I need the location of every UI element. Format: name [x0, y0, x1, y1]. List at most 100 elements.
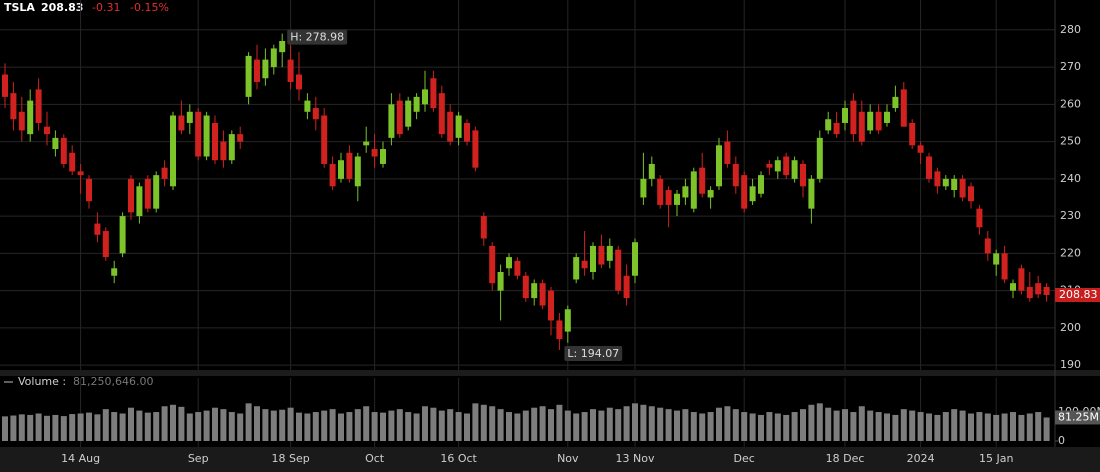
- candle-body: [237, 134, 244, 142]
- candle-body: [212, 122, 218, 161]
- candle-body: [270, 48, 277, 68]
- candle-body: [850, 100, 857, 135]
- candle-body: [77, 171, 84, 176]
- candle-body: [573, 257, 580, 280]
- candle-body: [35, 89, 42, 123]
- candle-body: [497, 272, 504, 291]
- x-tick-label: Sep: [188, 452, 209, 465]
- volume-bar: [800, 409, 806, 441]
- volume-bar: [44, 415, 50, 441]
- x-tick-label: Dec: [734, 452, 755, 465]
- pane-separator: [0, 370, 1100, 376]
- candle-body: [665, 190, 672, 205]
- candle-body: [774, 160, 781, 172]
- volume-bar: [472, 403, 479, 441]
- volume-bar: [430, 407, 437, 441]
- high-annotation-bg: [287, 29, 348, 45]
- candle-body: [380, 149, 386, 164]
- candle-body: [52, 137, 59, 150]
- volume-bar: [2, 416, 8, 441]
- volume-bar: [119, 413, 126, 441]
- volume-bar: [892, 414, 899, 441]
- candle-body: [245, 55, 252, 97]
- volume-bar: [758, 414, 764, 441]
- candle-body: [758, 175, 764, 194]
- volume-bar: [447, 409, 454, 441]
- volume-bar: [749, 413, 756, 441]
- volume-bar: [942, 412, 949, 441]
- candle-body: [346, 152, 353, 179]
- candle-body: [161, 167, 168, 179]
- volume-bar: [968, 413, 974, 441]
- volume-bar: [615, 409, 622, 441]
- volume-bar: [354, 409, 361, 441]
- volume-bar: [984, 413, 991, 441]
- candle-body: [942, 178, 949, 187]
- volume-bar: [640, 404, 647, 441]
- volume-bar: [564, 410, 571, 441]
- candle-body: [60, 137, 67, 164]
- candle-body: [170, 115, 176, 187]
- volume-bar: [270, 410, 277, 441]
- volume-bar: [808, 404, 815, 441]
- volume-bar: [951, 409, 958, 441]
- volume-bar: [816, 403, 823, 441]
- volume-bar: [1026, 413, 1033, 441]
- volume-bar: [598, 410, 605, 441]
- candle-body: [447, 111, 454, 142]
- candle-body: [86, 178, 92, 202]
- volume-bar: [346, 412, 353, 441]
- volume-bar: [203, 410, 210, 441]
- x-tick-label: 16 Oct: [440, 452, 477, 465]
- volume-title: Volume :: [18, 375, 66, 388]
- x-tick-label: 15 Jan: [979, 452, 1013, 465]
- volume-bar: [77, 413, 84, 441]
- candle-body: [842, 108, 848, 123]
- x-tick-label: 2024: [907, 452, 935, 465]
- volume-bar: [514, 413, 521, 441]
- candle-body: [615, 249, 622, 291]
- candle-body: [287, 59, 294, 82]
- volume-tick-label: 0: [1058, 434, 1065, 447]
- x-tick-label: 14 Aug: [61, 452, 100, 465]
- candle-body: [262, 59, 269, 79]
- volume-bar: [909, 410, 916, 441]
- volume-bar: [875, 412, 882, 441]
- volume-bar: [136, 410, 143, 441]
- candle-body: [892, 96, 899, 109]
- volume-bar: [304, 413, 311, 441]
- volume-bar: [178, 406, 185, 441]
- candle-body: [203, 115, 210, 157]
- candle-body: [363, 141, 370, 146]
- volume-bar: [690, 412, 697, 441]
- volume-bar: [665, 409, 672, 441]
- volume-bar: [455, 412, 462, 441]
- volume-bar: [497, 409, 504, 441]
- candle-body: [455, 115, 462, 138]
- volume-bar: [312, 412, 319, 441]
- volume-bar: [489, 406, 496, 441]
- volume-bar: [296, 412, 302, 441]
- candle-body: [304, 100, 311, 112]
- x-tick-label: 18 Dec: [826, 452, 865, 465]
- y-tick-label: 200: [1060, 321, 1081, 334]
- price-change-pct: -0.15%: [130, 1, 169, 14]
- volume-bar: [1018, 414, 1025, 441]
- ticker: TSLA: [4, 1, 35, 14]
- candle-body: [716, 145, 722, 187]
- volume-bar: [279, 409, 286, 441]
- candle-body: [556, 320, 563, 340]
- candle-body: [606, 245, 613, 261]
- volume-bar: [144, 412, 151, 441]
- candle-body: [581, 260, 588, 269]
- low-annotation: L: 194.07: [567, 347, 619, 360]
- candle-body: [413, 96, 420, 112]
- candle-body: [968, 186, 974, 202]
- candle-body: [102, 231, 109, 258]
- candle-body: [371, 149, 378, 157]
- candle-body: [808, 178, 815, 209]
- candle-body: [10, 93, 17, 120]
- candle-body: [867, 111, 874, 131]
